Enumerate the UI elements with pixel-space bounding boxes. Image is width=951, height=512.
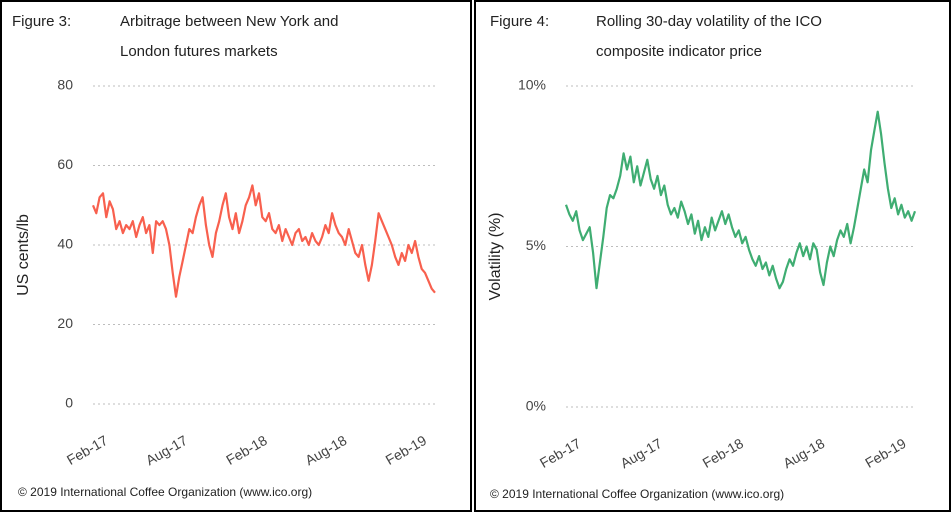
chart-title: Arbitrage between New York and [120, 13, 338, 30]
y-axis-label: US cents/lb [15, 214, 32, 296]
x-tick-label: Feb-17 [537, 435, 584, 471]
figure-label: Figure 4: [490, 13, 549, 30]
y-tick-label: 10% [518, 77, 546, 93]
x-tick-label: Feb-18 [700, 435, 747, 471]
x-tick-label: Feb-18 [223, 432, 270, 468]
x-tick-label: Feb-19 [862, 435, 909, 471]
chart-title: composite indicator price [596, 43, 762, 60]
x-tick-label: Aug-17 [143, 432, 190, 469]
y-axis-label: Volatility (%) [487, 212, 504, 300]
x-tick-label: Aug-17 [618, 435, 665, 472]
chart-title: London futures markets [120, 43, 278, 60]
y-tick-label: 0 [65, 395, 73, 411]
x-tick-label: Feb-19 [383, 432, 430, 468]
line-series [564, 110, 917, 290]
y-tick-label: 0% [526, 398, 546, 414]
x-tick-label: Aug-18 [780, 435, 827, 472]
y-tick-label: 20 [57, 315, 73, 331]
source-note: © 2019 International Coffee Organization… [18, 485, 312, 499]
y-tick-label: 60 [57, 156, 73, 172]
y-tick-label: 40 [57, 236, 73, 252]
y-tick-label: 5% [526, 237, 546, 253]
x-tick-label: Aug-18 [302, 432, 349, 469]
panel-border [474, 0, 951, 512]
source-note: © 2019 International Coffee Organization… [490, 487, 784, 501]
y-tick-label: 80 [57, 77, 73, 93]
figure-label: Figure 3: [12, 13, 71, 30]
line-series [91, 184, 436, 298]
x-tick-label: Feb-17 [64, 432, 111, 468]
chart-title: Rolling 30-day volatility of the ICO [596, 13, 822, 30]
panel-border [0, 0, 472, 512]
